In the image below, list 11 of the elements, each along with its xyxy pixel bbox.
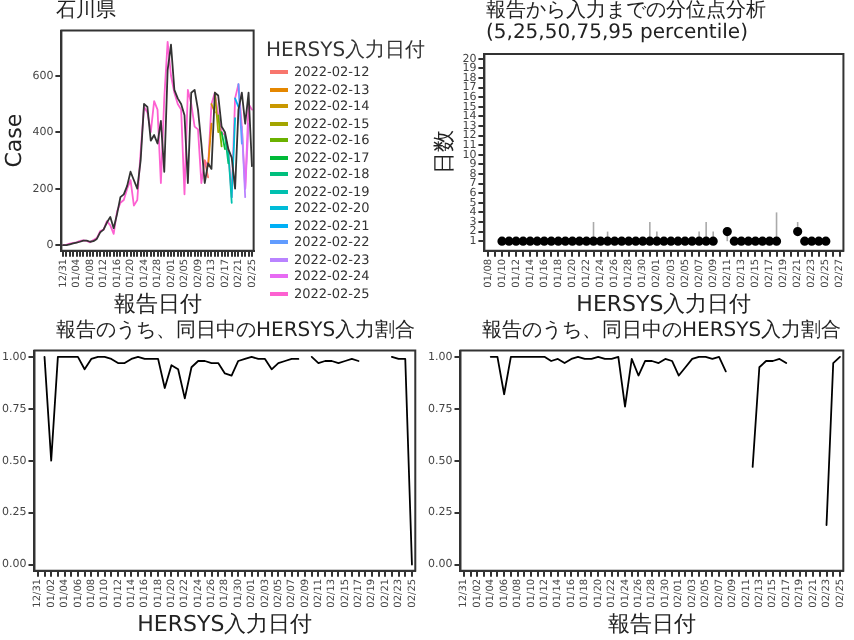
x-axis-title: 報告日付 bbox=[113, 290, 202, 317]
legend-title: HERSYS入力日付 bbox=[266, 40, 428, 64]
y-axis-title: 日数 bbox=[430, 130, 457, 175]
x-axis-title: 報告日付 bbox=[607, 610, 696, 637]
x-axis-title: HERSYS入力日付 bbox=[137, 610, 313, 637]
chart-title: 報告のうち、同日中のHERSYS入力割合 bbox=[54, 320, 418, 342]
chart-title: 報告から入力までの分位点分析(5,25,50,75,95 percentile) bbox=[484, 0, 768, 44]
chart-title: 報告のうち、同日中のHERSYS入力割合 bbox=[480, 320, 844, 342]
chart-title: 石川県 bbox=[54, 0, 118, 22]
x-axis-title: HERSYS入力日付 bbox=[576, 290, 752, 317]
y-axis-title: Case bbox=[0, 113, 27, 168]
